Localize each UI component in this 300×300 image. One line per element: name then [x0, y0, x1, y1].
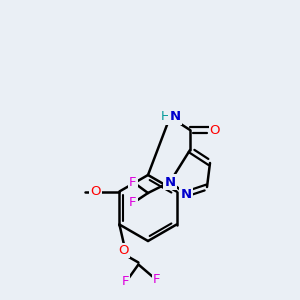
Text: F: F [122, 275, 129, 288]
Text: F: F [153, 273, 160, 286]
Text: N: N [164, 176, 175, 188]
Text: N: N [180, 188, 192, 200]
Text: O: O [118, 244, 129, 257]
Text: N: N [169, 110, 181, 124]
Text: O: O [210, 124, 220, 136]
Text: H: H [160, 110, 170, 124]
Text: O: O [90, 185, 101, 198]
Text: F: F [129, 196, 137, 209]
Text: F: F [129, 176, 137, 188]
